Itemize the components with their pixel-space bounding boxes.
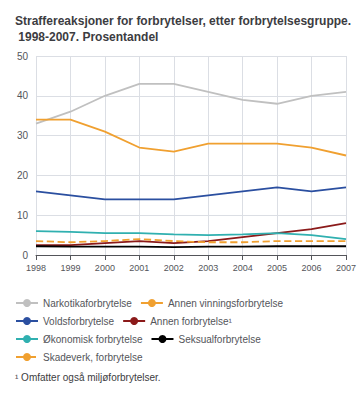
svg-text:Straffereaksjoner for forbryte: Straffereaksjoner for forbrytelser, ette…	[15, 14, 351, 28]
svg-text:20: 20	[17, 170, 29, 181]
svg-text:40: 40	[17, 90, 29, 101]
svg-text:2004: 2004	[233, 263, 253, 273]
svg-text:1998: 1998	[26, 263, 46, 273]
svg-text:2002: 2002	[164, 263, 184, 273]
svg-text:2003: 2003	[198, 263, 218, 273]
svg-text:¹ Omfatter også miljøforbrytel: ¹ Omfatter også miljøforbrytelser.	[15, 372, 161, 383]
svg-text:Økonomisk forbrytelse: Økonomisk forbrytelse	[43, 334, 143, 345]
svg-text:2001: 2001	[129, 263, 149, 273]
svg-text:1998-2007. Prosentandel: 1998-2007. Prosentandel	[15, 30, 158, 44]
svg-text:0: 0	[22, 250, 28, 261]
svg-text:2007: 2007	[336, 263, 356, 273]
svg-text:Skadeverk, forbrytelse: Skadeverk, forbrytelse	[43, 352, 143, 363]
svg-text:Annen vinningsforbrytelse: Annen vinningsforbrytelse	[168, 298, 284, 309]
svg-text:10: 10	[17, 210, 29, 221]
svg-text:1999: 1999	[60, 263, 80, 273]
svg-text:2005: 2005	[267, 263, 287, 273]
svg-text:Voldsforbrytelse: Voldsforbrytelse	[43, 316, 115, 327]
svg-text:Annen forbrytelse¹: Annen forbrytelse¹	[150, 316, 232, 327]
svg-text:30: 30	[17, 130, 29, 141]
svg-text:Narkotikaforbrytelse: Narkotikaforbrytelse	[43, 298, 132, 309]
svg-text:2006: 2006	[302, 263, 322, 273]
svg-text:Seksualforbrytelse: Seksualforbrytelse	[178, 334, 261, 345]
svg-text:50: 50	[17, 51, 29, 62]
svg-text:2000: 2000	[95, 263, 115, 273]
